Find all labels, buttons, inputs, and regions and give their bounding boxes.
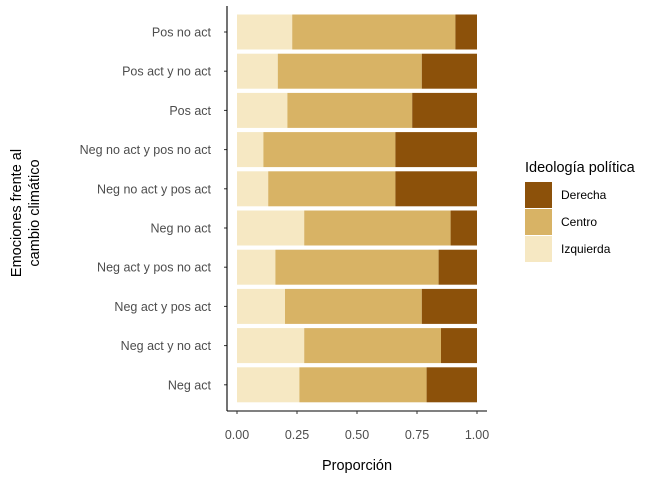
- bar-neg-act-y-no-act-centro: [304, 328, 441, 364]
- y-axis-title-line-2: cambio climático: [27, 159, 43, 266]
- bar-neg-no-act-y-pos-no-act-derecha: [395, 132, 477, 168]
- bar-pos-no-act-izquierda: [237, 14, 293, 50]
- y-tick-label: Pos no act: [152, 26, 212, 40]
- bar-neg-act-y-pos-act-centro: [285, 288, 422, 324]
- bar-neg-act-y-no-act-izquierda: [237, 328, 305, 364]
- bar-neg-act-derecha: [426, 367, 477, 403]
- bar-neg-act-y-pos-act-derecha: [421, 288, 477, 324]
- bar-pos-no-act-derecha: [455, 14, 477, 50]
- x-axis-title: Proporción: [322, 458, 392, 474]
- bar-neg-no-act-y-pos-no-act-izquierda: [237, 132, 264, 168]
- bar-neg-no-act-y-pos-act-izquierda: [237, 171, 269, 207]
- x-tick-label: 0.25: [285, 428, 309, 442]
- bar-pos-act-y-no-act-izquierda: [237, 53, 278, 89]
- legend-title: Ideología política: [525, 160, 636, 176]
- bar-neg-act-y-pos-act-izquierda: [237, 288, 285, 324]
- x-tick-label: 1.00: [465, 428, 489, 442]
- bar-neg-act-y-pos-no-act-izquierda: [237, 249, 276, 285]
- bar-neg-no-act-derecha: [450, 210, 477, 246]
- legend-label-derecha: Derecha: [561, 188, 607, 202]
- bar-neg-no-act-centro: [304, 210, 451, 246]
- bar-neg-no-act-y-pos-act-derecha: [395, 171, 477, 207]
- bars-group: [237, 14, 477, 403]
- bar-pos-act-izquierda: [237, 92, 288, 128]
- bar-pos-act-y-no-act-derecha: [421, 53, 477, 89]
- bar-pos-act-derecha: [412, 92, 477, 128]
- bar-neg-act-y-pos-no-act-centro: [275, 249, 439, 285]
- x-tick-label: 0.50: [345, 428, 369, 442]
- bar-neg-act-centro: [299, 367, 427, 403]
- y-tick-label: Neg act y pos no act: [97, 261, 211, 275]
- legend-key-centro: [525, 209, 552, 235]
- y-tick-label: Neg no act: [151, 222, 212, 236]
- legend-label-izquierda: Izquierda: [561, 242, 611, 256]
- bar-pos-act-centro: [287, 92, 413, 128]
- bar-neg-no-act-y-pos-act-centro: [268, 171, 396, 207]
- y-axis: Pos no act Pos act y no act Pos act Neg no …: [80, 6, 228, 411]
- legend-key-izquierda: [525, 236, 552, 262]
- y-tick-label: Neg act y no act: [121, 339, 212, 353]
- y-axis-title: Emociones frente al cambio climático: [9, 149, 43, 277]
- y-axis-title-line-1: Emociones frente al: [9, 149, 25, 277]
- legend: Ideología política Derecha Centro Izquierd…: [525, 160, 636, 262]
- legend-label-centro: Centro: [561, 215, 597, 229]
- y-tick-label: Neg no act y pos no act: [80, 143, 212, 157]
- bar-neg-no-act-y-pos-no-act-centro: [263, 132, 396, 168]
- bar-pos-act-y-no-act-centro: [277, 53, 422, 89]
- bar-neg-act-y-pos-no-act-derecha: [438, 249, 477, 285]
- y-tick-label: Neg act y pos act: [114, 300, 211, 314]
- y-tick-label: Pos act y no act: [122, 65, 211, 79]
- x-tick-label: 0.00: [225, 428, 249, 442]
- y-tick-label: Pos act: [169, 104, 211, 118]
- bar-pos-no-act-centro: [292, 14, 456, 50]
- y-tick-label: Neg act: [168, 378, 212, 392]
- bar-neg-act-y-no-act-derecha: [441, 328, 477, 364]
- x-axis: 0.00 0.25 0.50 0.75 1.00: [225, 410, 489, 442]
- legend-key-derecha: [525, 182, 552, 208]
- x-tick-label: 0.75: [405, 428, 429, 442]
- y-tick-label: Neg no act y pos act: [97, 182, 211, 196]
- bar-neg-no-act-izquierda: [237, 210, 305, 246]
- bar-neg-act-izquierda: [237, 367, 300, 403]
